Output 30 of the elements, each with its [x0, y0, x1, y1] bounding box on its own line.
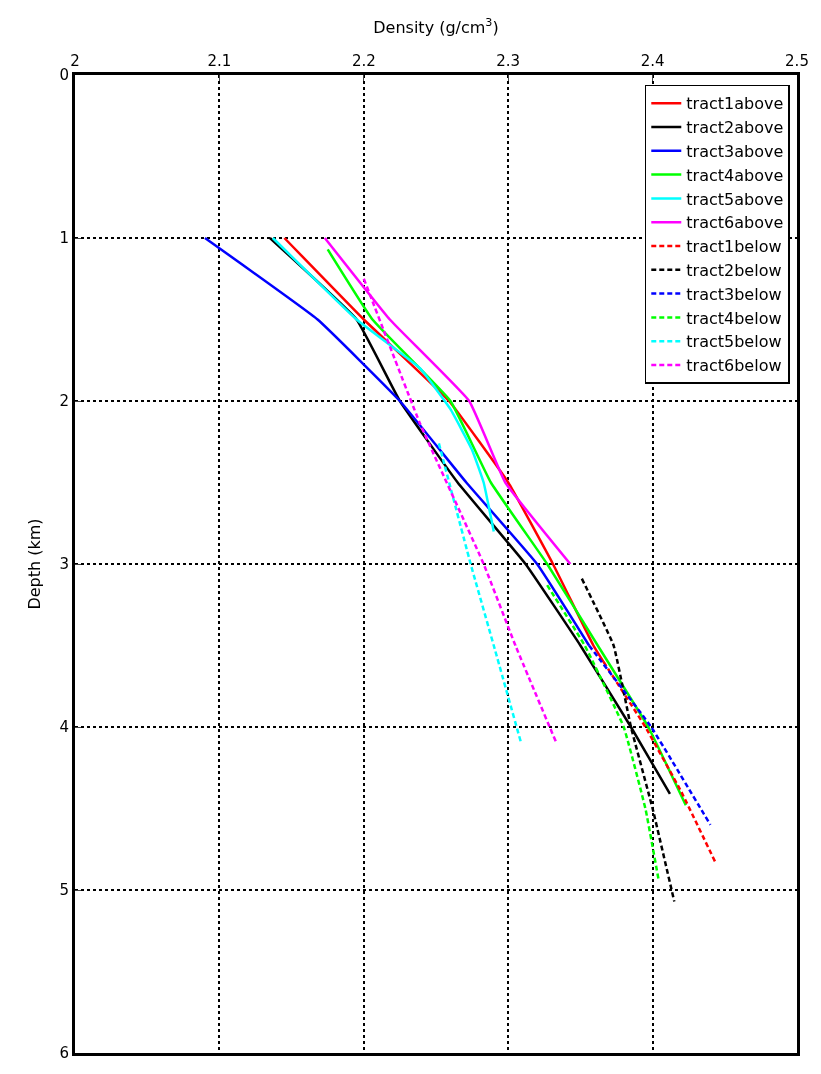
legend-label: tract1below [686, 237, 782, 257]
legend-label: tract4below [686, 308, 782, 328]
y-axis-title: Depth (km) [25, 518, 45, 610]
x-tick-label: 2.3 [496, 52, 521, 70]
legend-label: tract6above [686, 213, 784, 233]
line-series [545, 583, 660, 880]
y-tick-label: 6 [59, 1044, 69, 1063]
x-tick-label: 2.1 [207, 52, 232, 70]
legend-label: tract5below [686, 332, 782, 352]
y-tick-label: 3 [59, 555, 69, 574]
legend-label: tract3below [686, 284, 782, 304]
y-tick-label: 5 [59, 881, 69, 900]
legend-label: tract1above [686, 94, 784, 114]
x-tick-label: 2.4 [640, 52, 665, 70]
x-tick-label: 2 [70, 52, 80, 70]
y-tick-label: 4 [59, 718, 69, 737]
x-axis-title: Density (g/cm$^{3}$) [373, 16, 499, 37]
legend-label: tract5above [686, 189, 784, 209]
x-tick-label: 2.2 [351, 52, 376, 70]
line-series [271, 236, 496, 533]
legend-label: tract2below [686, 261, 782, 281]
line-series [437, 442, 523, 745]
y-tick-label: 0 [59, 66, 69, 85]
legend-label: tract2above [686, 118, 784, 138]
legend-label: tract4above [686, 165, 784, 185]
legend-label: tract6below [686, 356, 782, 376]
legend-label: tract3above [686, 142, 784, 162]
y-tick-label: 1 [59, 229, 69, 248]
x-tick-label: 2.5 [785, 52, 809, 70]
y-tick-label: 2 [59, 392, 69, 411]
